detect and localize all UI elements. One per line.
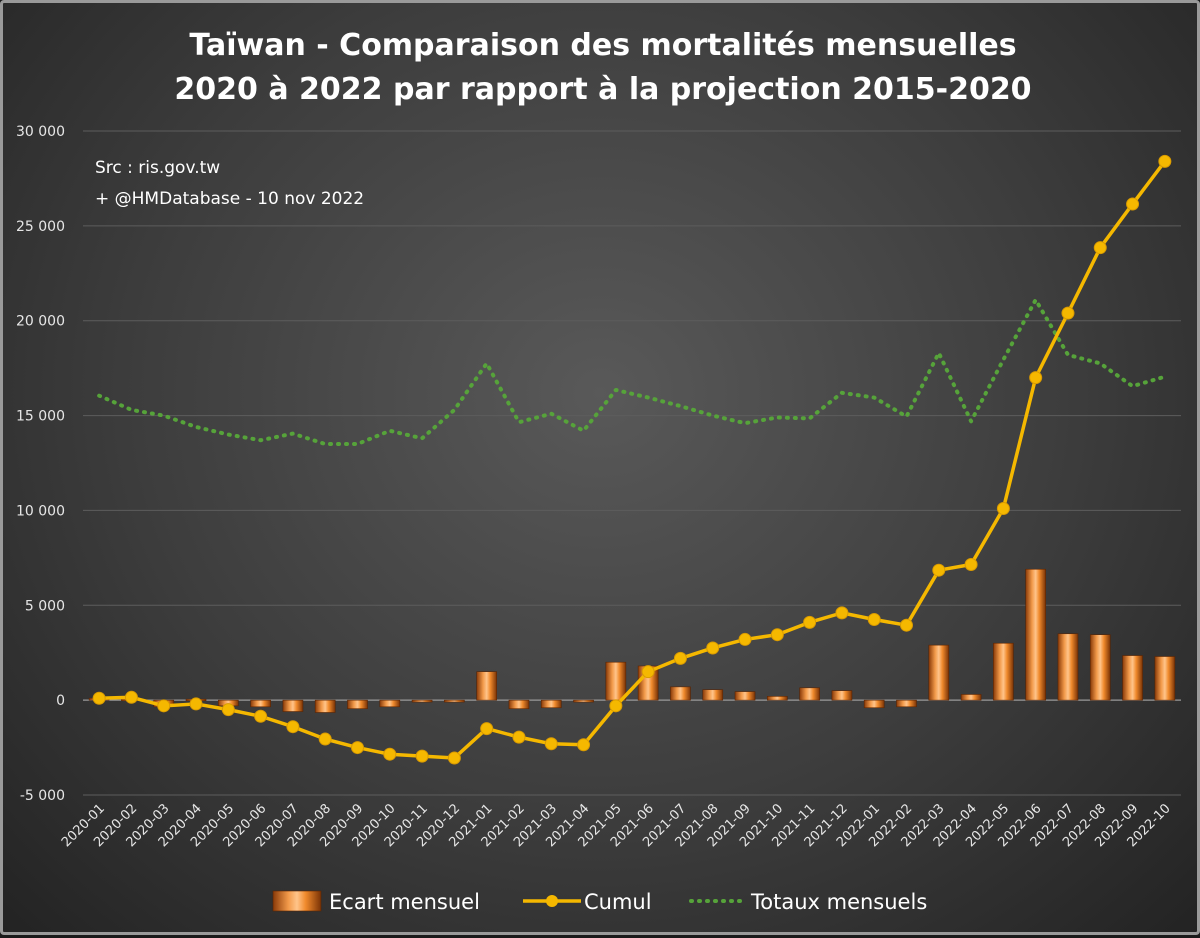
cumul-point [124,690,138,704]
legend-label-cumul: Cumul [584,890,652,914]
cumul-point [1126,197,1140,211]
y-tick-label: 15 000 [16,409,65,425]
y-tick-label: 25 000 [16,219,65,235]
bar-ecart-mensuel [1154,656,1176,701]
cumul-point [803,615,817,629]
cumul-point [900,618,913,632]
bar-ecart-mensuel [863,699,885,709]
bar-ecart-mensuel [670,686,691,701]
bar-ecart-mensuel [702,689,724,701]
bar-ecart-mensuel [767,696,788,701]
chart-title-line-1: Taïwan - Comparaison des mortalités mens… [189,28,1016,63]
cumul-point [835,606,849,620]
legend-label-totaux-mensuels: Totaux mensuels [750,890,927,914]
bar-series-ecart-mensuel [88,568,1176,713]
bar-ecart-mensuel [1122,655,1143,701]
cumul-point [318,732,332,746]
bar-ecart-mensuel [1025,568,1046,701]
legend: Ecart mensuel Cumul Totaux mensuels [272,890,927,914]
y-tick-label: 30 000 [16,124,65,140]
cumul-point [641,665,655,679]
legend-marker-cumul [546,895,558,907]
cumul-point [512,730,526,744]
bar-ecart-mensuel [1057,633,1079,701]
cumul-point [351,741,364,755]
source-line-1: Src : ris.gov.tw [95,158,220,178]
cumul-point [1061,306,1075,320]
cumul-point [673,651,687,665]
cumul-point [383,747,397,761]
cumul-point [415,749,429,763]
bar-ecart-mensuel [347,699,368,709]
cumul-point [706,641,720,655]
cumul-point [157,699,171,713]
y-tick-label: 5 000 [25,598,65,614]
y-tick-label: 10 000 [16,503,65,519]
bar-ecart-mensuel [508,699,530,709]
bar-ecart-mensuel [444,699,465,703]
legend-swatch-ecart-mensuel [272,890,322,912]
bar-ecart-mensuel [896,699,917,708]
y-tick-label: -5 000 [20,788,65,804]
y-tick-label: 0 [56,693,65,709]
cumul-point [544,737,558,751]
bar-ecart-mensuel [573,699,594,703]
cumul-point [1158,154,1172,168]
cumul-point [92,691,106,705]
cumul-point [1093,241,1107,255]
cumul-point [996,502,1010,516]
cumul-point [286,720,300,734]
bar-ecart-mensuel [799,687,820,701]
bar-ecart-mensuel [928,644,950,701]
cumul-line [99,160,1167,760]
cumul-point [932,563,946,577]
cumul-point [964,557,978,571]
y-tick-label: 20 000 [16,314,65,330]
line-series-cumul [92,154,1172,765]
bar-ecart-mensuel [314,699,336,713]
cumul-point [738,632,752,646]
bar-ecart-mensuel [1089,634,1111,701]
bar-ecart-mensuel [476,671,497,701]
cumul-point [609,699,623,713]
bar-ecart-mensuel [411,699,433,703]
cumul-point [254,709,268,723]
cumul-point [480,722,494,736]
bar-ecart-mensuel [960,694,982,701]
chart-svg: Taïwan - Comparaison des mortalités mens… [16,28,1181,914]
cumul-point [577,738,591,752]
chart-title-line-2: 2020 à 2022 par rapport à la projection … [174,72,1031,107]
bar-ecart-mensuel [993,642,1014,701]
bar-ecart-mensuel [540,699,562,709]
legend-label-ecart-mensuel: Ecart mensuel [329,890,480,914]
bar-ecart-mensuel [734,691,756,701]
cumul-point [189,697,203,711]
source-line-2: + @HMDatabase - 10 nov 2022 [95,189,364,209]
line-series-totaux-mensuels [97,297,1167,447]
cumul-point [221,703,235,717]
bar-ecart-mensuel [250,699,271,708]
bar-ecart-mensuel [605,661,627,701]
bar-ecart-mensuel [379,699,401,708]
bar-ecart-mensuel [831,690,853,701]
totaux-mensuels-line [97,297,1167,447]
y-axis: -5 000 0 5 000 10 000 15 000 20 000 25 000 30 0… [16,124,65,804]
x-axis: 2020-012020-022020-032020-042020-052020-… [59,801,1174,850]
cumul-point [447,751,461,765]
bar-ecart-mensuel [282,699,304,712]
cumul-point [1029,371,1043,385]
cumul-point [770,628,784,642]
cumul-point [867,613,881,627]
